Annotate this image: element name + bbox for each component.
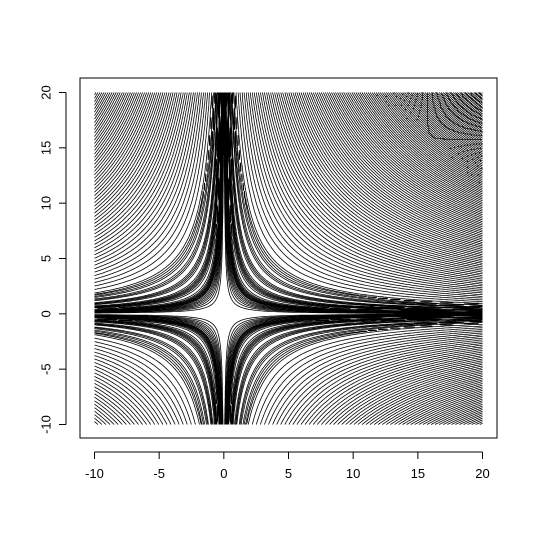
x-tick-label: 0 <box>220 466 227 481</box>
y-tick-label: 15 <box>38 141 53 155</box>
x-tick-label: 15 <box>411 466 425 481</box>
y-tick-label: 20 <box>38 85 53 99</box>
y-tick-label: 0 <box>38 310 53 317</box>
x-tick-label: -10 <box>85 466 104 481</box>
contour-level-line <box>94 92 483 425</box>
x-tick-label: 5 <box>285 466 292 481</box>
x-tick-label: -5 <box>153 466 165 481</box>
contour-level-line <box>94 92 483 425</box>
plot-frame <box>79 77 498 439</box>
x-tick-label: 10 <box>346 466 360 481</box>
y-tick-label: -10 <box>38 415 53 434</box>
y-tick-label: -5 <box>38 363 53 375</box>
contour-lines <box>94 92 483 425</box>
x-axis: -10 -5 0 5 10 15 20 <box>85 451 490 481</box>
y-tick-label: 10 <box>38 196 53 210</box>
x-tick-label: 20 <box>475 466 489 481</box>
y-axis: -10 -5 0 5 10 15 20 <box>38 85 67 434</box>
y-tick-label: 5 <box>38 255 53 262</box>
